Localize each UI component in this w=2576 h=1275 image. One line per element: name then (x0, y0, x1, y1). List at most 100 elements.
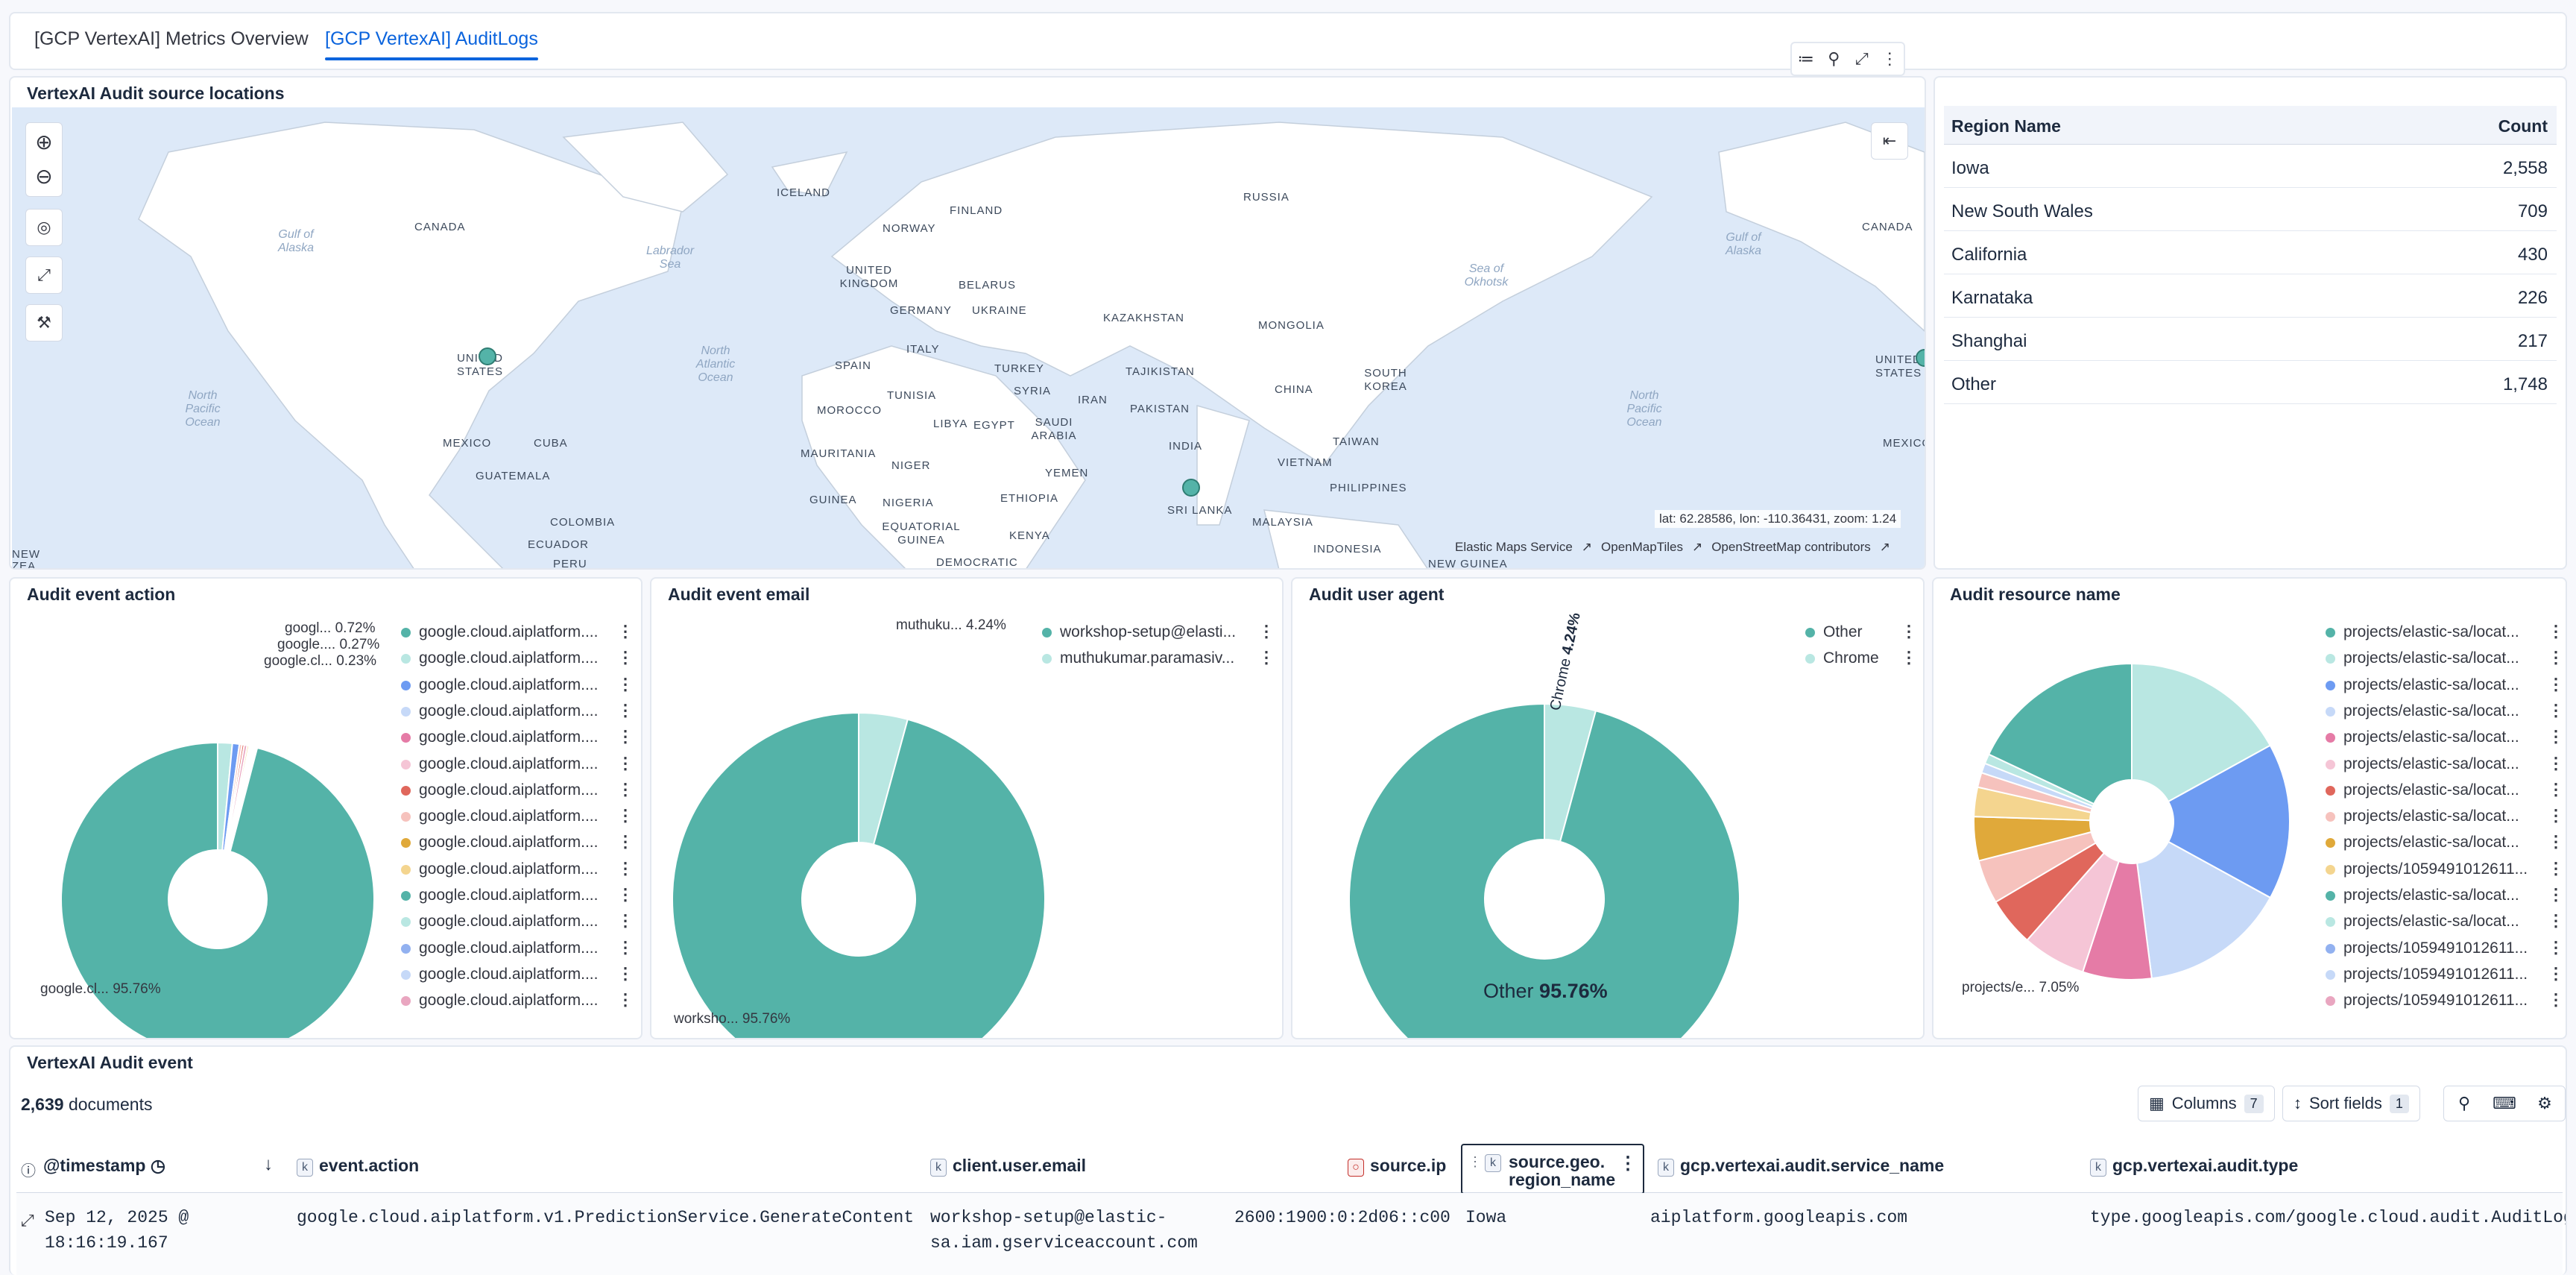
collapse-legend-icon[interactable]: ⇤ (1871, 122, 1908, 160)
header-client-user-email[interactable]: k client.user.email (930, 1156, 1086, 1177)
legend-options-icon[interactable]: ⋮ (2548, 858, 2564, 878)
pie-slice[interactable] (2135, 840, 2272, 980)
pie-slice[interactable] (672, 711, 1046, 1039)
legend-options-icon[interactable]: ⋮ (2548, 832, 2564, 851)
reset-view-icon[interactable]: ◎ (25, 209, 63, 246)
legend-options-icon[interactable]: ⋮ (617, 911, 634, 931)
legend-label: google.cloud.aiplatform.... (419, 860, 599, 878)
keyboard-icon[interactable]: ⌨ (2493, 1094, 2516, 1112)
header-audit-type[interactable]: k gcp.vertexai.audit.type (2090, 1156, 2298, 1177)
legend-options-icon[interactable]: ⋮ (2548, 806, 2564, 825)
tools-icon[interactable]: ⚒ (25, 304, 63, 341)
legend-label: muthukumar.paramasiv... (1060, 649, 1235, 667)
fullscreen-icon[interactable]: ⤢ (25, 256, 63, 294)
legend-options-icon[interactable]: ⋮ (617, 990, 634, 1010)
legend-options-icon[interactable]: ⋮ (1901, 622, 1917, 640)
attribution-link[interactable]: OpenMapTiles (1601, 540, 1683, 554)
legend-options-icon[interactable]: ⋮ (617, 832, 634, 851)
pie-slice[interactable] (2167, 744, 2291, 899)
action-donut-chart[interactable] (10, 579, 413, 1039)
legend-options-icon[interactable]: ⋮ (2548, 753, 2564, 772)
header-region-name[interactable]: Region Name (1951, 116, 2061, 136)
sea-label: Sea of Okhotsk (1464, 262, 1509, 289)
column-actions-icon[interactable]: ⋮ (1619, 1153, 1637, 1174)
legend-options-icon[interactable]: ⋮ (2548, 963, 2564, 983)
info-icon[interactable]: ⓘ (21, 1163, 36, 1180)
header-count[interactable]: Count (2498, 116, 2548, 136)
table-row[interactable]: ⤢ Sep 12, 2025 @18:16:19.167 google.clou… (16, 1193, 2566, 1275)
legend-options-icon[interactable]: ⋮ (2548, 885, 2564, 904)
columns-button[interactable]: ▦ Columns 7 (2138, 1086, 2275, 1121)
settings-icon[interactable]: ⚙ (2537, 1094, 2552, 1112)
map-label: GERMANY (890, 304, 952, 317)
legend-options-icon[interactable]: ⋮ (2548, 727, 2564, 746)
location-marker-united-states[interactable] (479, 347, 496, 365)
legend-swatch (1805, 628, 1815, 638)
search-icon[interactable]: ⚲ (2457, 1094, 2471, 1112)
legend-options-icon[interactable]: ⋮ (617, 806, 634, 825)
map-label: DEMOCRATIC (936, 556, 1018, 569)
legend-options-icon[interactable]: ⋮ (617, 753, 634, 772)
zoom-in-icon[interactable]: ⊕ (35, 130, 53, 154)
inspect-icon[interactable]: ⚲ (1828, 49, 1840, 68)
legend-options-icon[interactable]: ⋮ (617, 727, 634, 746)
map-label: MONGOLIA (1258, 319, 1325, 332)
legend-options-icon[interactable]: ⋮ (1258, 622, 1275, 640)
map-label: KAZAKHSTAN (1103, 312, 1184, 324)
legend-options-icon[interactable]: ⋮ (1258, 648, 1275, 667)
legend-label: projects/1059491012611... (2343, 860, 2528, 878)
header-source-geo-region-name[interactable]: ⋮⋮ k source.geo. region_name ⋮ (1461, 1144, 1644, 1194)
agent-donut-chart[interactable] (1292, 579, 1814, 1039)
location-marker-india[interactable] (1182, 479, 1200, 497)
map-label: NIGERIA (883, 497, 934, 509)
sort-fields-button[interactable]: ↕ Sort fields 1 (2282, 1086, 2420, 1121)
pie-slice[interactable] (60, 741, 375, 1039)
legend-options-icon[interactable]: ⋮ (617, 885, 634, 904)
legend-options-icon[interactable]: ⋮ (2548, 779, 2564, 799)
legend-label: projects/elastic-sa/locat... (2343, 649, 2519, 667)
map-label: CANADA (1862, 221, 1913, 233)
header-service-name[interactable]: k gcp.vertexai.audit.service_name (1658, 1156, 1944, 1177)
legend-options-icon[interactable]: ⋮ (617, 937, 634, 957)
legend-options-icon[interactable]: ⋮ (2548, 911, 2564, 931)
header-source-ip[interactable]: ○ source.ip (1348, 1156, 1446, 1177)
legend-options-icon[interactable]: ⋮ (617, 779, 634, 799)
pie-slice[interactable] (2131, 662, 2272, 803)
legend-options-icon[interactable]: ⋮ (617, 648, 634, 667)
legend-options-icon[interactable]: ⋮ (2548, 674, 2564, 693)
expand-icon[interactable]: ⤢ (21, 1211, 34, 1230)
legend-options-icon[interactable]: ⋮ (2548, 937, 2564, 957)
tab-metrics-overview[interactable]: [GCP VertexAI] Metrics Overview (34, 28, 309, 49)
resource-pie-chart[interactable] (1933, 579, 2336, 1039)
filter-icon[interactable]: ≔ (1797, 49, 1814, 68)
cell-audit-type: type.googleapis.com/google.cloud.audit.A… (2090, 1208, 2567, 1227)
legend-options-icon[interactable]: ⋮ (2548, 990, 2564, 1010)
slice-label: Other 95.76% (1483, 980, 1608, 1002)
zoom-out-icon[interactable]: ⊖ (35, 165, 53, 188)
legend-options-icon[interactable]: ⋮ (617, 622, 634, 640)
legend-options-icon[interactable]: ⋮ (2548, 622, 2564, 640)
legend-options-icon[interactable]: ⋮ (617, 963, 634, 983)
world-map[interactable]: CANADA UNITED STATES MEXICO CUBA GUATEMA… (12, 107, 1925, 569)
email-donut-chart[interactable] (651, 579, 1054, 1039)
legend-options-icon[interactable]: ⋮ (2548, 700, 2564, 720)
legend-options-icon[interactable]: ⋮ (2548, 648, 2564, 667)
map-label: VIETNAM (1278, 456, 1333, 469)
sort-down-icon[interactable]: ↓ (264, 1154, 273, 1174)
pie-slice[interactable] (1987, 662, 2133, 805)
region-count: 226 (2517, 288, 2548, 308)
panel-options-icon[interactable]: ⋮ (1881, 49, 1898, 68)
legend-options-icon[interactable]: ⋮ (617, 858, 634, 878)
legend-options-icon[interactable]: ⋮ (617, 674, 634, 693)
attribution-link[interactable]: Elastic Maps Service (1455, 540, 1573, 554)
legend-options-icon[interactable]: ⋮ (1901, 648, 1917, 667)
header-event-action[interactable]: k event.action (297, 1156, 419, 1177)
pie-slice[interactable] (1348, 702, 1740, 1039)
legend-options-icon[interactable]: ⋮ (617, 700, 634, 720)
maximize-icon[interactable]: ⤢ (1854, 49, 1869, 68)
attribution-link[interactable]: OpenStreetMap contributors (1711, 540, 1871, 554)
header-timestamp[interactable]: @timestamp ◷ (43, 1156, 165, 1175)
map-label: RUSSIA (1243, 191, 1289, 204)
slice-label: projects/e... 7.05% (1962, 980, 2080, 995)
tab-auditlogs[interactable]: [GCP VertexAI] AuditLogs (325, 28, 538, 60)
